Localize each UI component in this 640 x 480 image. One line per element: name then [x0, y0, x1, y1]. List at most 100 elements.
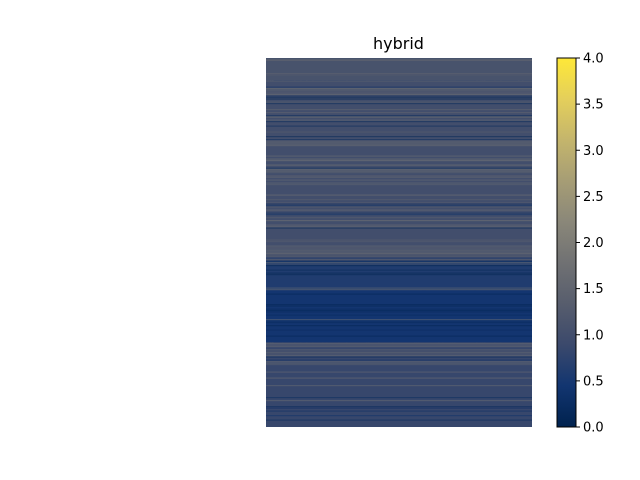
heatmap-row	[266, 212, 532, 214]
heatmap-row	[266, 274, 532, 276]
heatmap-row	[266, 247, 532, 249]
heatmap-row	[266, 139, 532, 141]
heatmap-row	[266, 169, 532, 171]
heatmap-row	[266, 214, 532, 216]
heatmap-row	[266, 406, 532, 408]
heatmap-row	[266, 355, 532, 357]
heatmap-row	[266, 119, 532, 121]
heatmap-row	[266, 377, 532, 379]
heatmap-row	[266, 251, 532, 253]
heatmap-row	[266, 269, 532, 271]
heatmap-row	[266, 350, 532, 352]
heatmap-row	[266, 206, 532, 208]
heatmap-row	[266, 170, 532, 172]
heatmap-row	[266, 250, 532, 252]
heatmap-row	[266, 352, 532, 354]
colorbar-tick-label: 0.5	[583, 374, 604, 389]
heatmap-row	[266, 95, 532, 97]
heatmap-row	[266, 194, 532, 196]
heatmap-row	[266, 202, 532, 204]
heatmap-row	[266, 209, 532, 211]
colorbar-tick-label: 0.0	[583, 421, 604, 436]
heatmap-row	[266, 158, 532, 160]
heatmap-row	[266, 400, 532, 402]
heatmap-row	[266, 73, 532, 75]
heatmap-row	[266, 98, 532, 100]
colorbar-tick-label: 3.0	[583, 144, 604, 159]
heatmap-row	[266, 155, 532, 157]
heatmap-row	[266, 319, 532, 321]
heatmap-row	[266, 167, 532, 169]
heatmap-row	[266, 88, 532, 90]
heatmap-row	[266, 86, 532, 88]
heatmap-row	[266, 80, 532, 82]
heatmap-row	[266, 131, 532, 133]
heatmap-row	[266, 419, 532, 421]
heatmap-row	[266, 353, 532, 355]
heatmap-band	[266, 290, 532, 343]
heatmap-row	[266, 97, 532, 99]
heatmap-row	[266, 287, 532, 289]
heatmap-row	[266, 361, 532, 363]
heatmap-row	[266, 92, 532, 94]
heatmap-row	[266, 176, 532, 178]
heatmap-row	[266, 224, 532, 226]
heatmap-row	[266, 145, 532, 147]
heatmap-row	[266, 410, 532, 412]
colorbar-tick-label: 3.5	[583, 98, 604, 113]
heatmap-row	[266, 385, 532, 387]
heatmap-row	[266, 109, 532, 111]
heatmap-band	[266, 342, 532, 427]
heatmap-row	[266, 308, 532, 310]
heatmap-row	[266, 257, 532, 259]
heatmap-row	[266, 329, 532, 331]
colorbar-gradient	[557, 58, 576, 427]
heatmap-row	[266, 310, 532, 312]
heatmap-row	[266, 160, 532, 162]
heatmap-row	[266, 263, 532, 265]
heatmap-row-streaks	[266, 58, 532, 427]
heatmap-row	[266, 199, 532, 201]
heatmap-row	[266, 364, 532, 366]
heatmap-row	[266, 203, 532, 205]
heatmap-row	[266, 262, 532, 264]
heatmap-row	[266, 220, 532, 222]
heatmap-row	[266, 260, 532, 262]
heatmap-row	[266, 265, 532, 267]
heatmap-row	[266, 359, 532, 361]
heatmap-row	[266, 346, 532, 348]
heatmap-row	[266, 241, 532, 243]
heatmap-row	[266, 415, 532, 417]
heatmap-row	[266, 182, 532, 184]
heatmap-row	[266, 142, 532, 144]
heatmap-row	[266, 184, 532, 186]
heatmap-row	[266, 94, 532, 96]
heatmap-row	[266, 91, 532, 93]
heatmap-row	[266, 256, 532, 258]
colorbar-ticks: 0.0 0.5 1.0 1.5 2.0 2.5 3.0 3.5 4.0	[576, 52, 604, 436]
heatmap-row	[266, 322, 532, 324]
colorbar-tick-label: 1.0	[583, 328, 604, 343]
heatmap-row	[266, 289, 532, 291]
colorbar-tick-label: 2.5	[583, 190, 604, 205]
heatmap-row	[266, 205, 532, 207]
heatmap-row	[266, 74, 532, 76]
heatmap-row	[266, 89, 532, 91]
heatmap-row	[266, 175, 532, 177]
heatmap-row	[266, 371, 532, 373]
heatmap-area	[266, 58, 532, 427]
heatmap-row	[266, 407, 532, 409]
heatmap-row	[266, 227, 532, 229]
heatmap-row	[266, 305, 532, 307]
heatmap-row	[266, 116, 532, 118]
heatmap-row	[266, 115, 532, 117]
heatmap-row	[266, 314, 532, 316]
heatmap-band	[266, 58, 532, 81]
heatmap-row	[266, 335, 532, 337]
heatmap-row	[266, 254, 532, 256]
heatmap-row	[266, 272, 532, 274]
heatmap-row	[266, 245, 532, 247]
colorbar-tick-label: 4.0	[583, 52, 604, 67]
heatmap-row	[266, 121, 532, 123]
